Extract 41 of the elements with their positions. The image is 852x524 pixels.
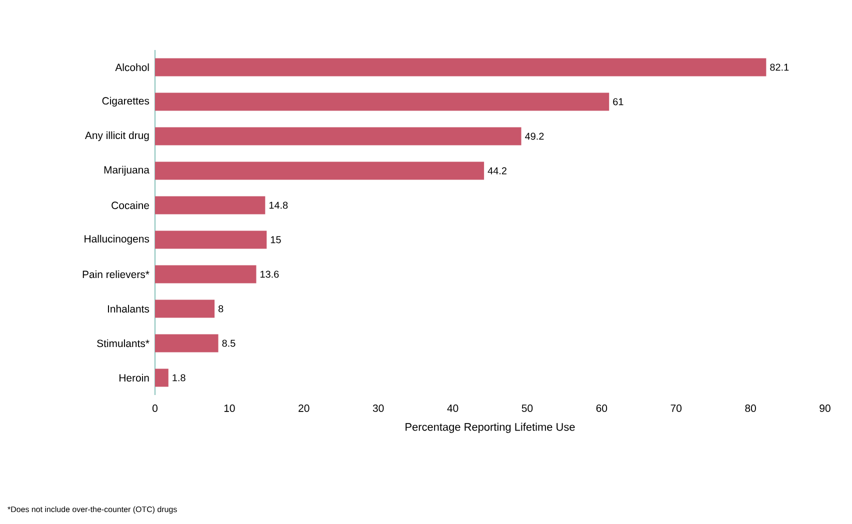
data-label: 13.6	[260, 270, 279, 278]
data-label: 8	[218, 305, 224, 312]
x-tick-label: 0	[152, 404, 158, 412]
data-label: 44.2	[488, 167, 506, 174]
y-tick-label: Inhalants	[108, 304, 150, 313]
bar	[155, 300, 215, 318]
x-tick-label: 60	[596, 404, 608, 412]
data-label: 82.1	[770, 64, 789, 71]
y-tick-label: Alcohol	[115, 63, 149, 72]
bar	[155, 334, 218, 352]
y-tick-label: Any illicit drug	[84, 131, 149, 142]
x-tick-label: 50	[522, 404, 533, 412]
y-tick-label: Pain relievers*	[82, 270, 150, 278]
data-label: 1.8	[172, 374, 186, 382]
bar	[155, 127, 522, 146]
x-tick-label: 40	[447, 404, 458, 412]
y-tick-label: Cigarettes	[102, 96, 150, 107]
bar	[155, 92, 610, 111]
x-tick-label: 30	[372, 404, 384, 412]
y-tick-label: Stimulants*	[97, 339, 150, 348]
bar	[155, 58, 766, 76]
x-axis-title: Percentage Reporting Lifetime Use	[406, 422, 575, 433]
data-label: 14.8	[269, 202, 288, 209]
bar	[155, 368, 168, 387]
x-tick-label: 20	[298, 404, 310, 412]
y-tick-label: Hallucinogens	[84, 234, 150, 245]
data-label: 15	[270, 236, 281, 244]
x-tick-label: 80	[745, 404, 756, 412]
bar	[155, 230, 267, 249]
y-tick-label: Marijuana	[104, 166, 150, 176]
data-label: 61	[613, 98, 624, 106]
data-label: 49.2	[525, 132, 544, 140]
y-tick-label: Heroin	[120, 374, 149, 382]
bar	[155, 265, 256, 284]
x-tick-label: 90	[820, 404, 830, 412]
x-tick-label: 10	[224, 404, 235, 412]
y-tick-label: Cocaine	[112, 201, 149, 210]
data-label: 8.5	[222, 340, 236, 347]
x-tick-label: 70	[670, 404, 682, 412]
bar	[155, 196, 266, 214]
bar	[155, 162, 484, 180]
